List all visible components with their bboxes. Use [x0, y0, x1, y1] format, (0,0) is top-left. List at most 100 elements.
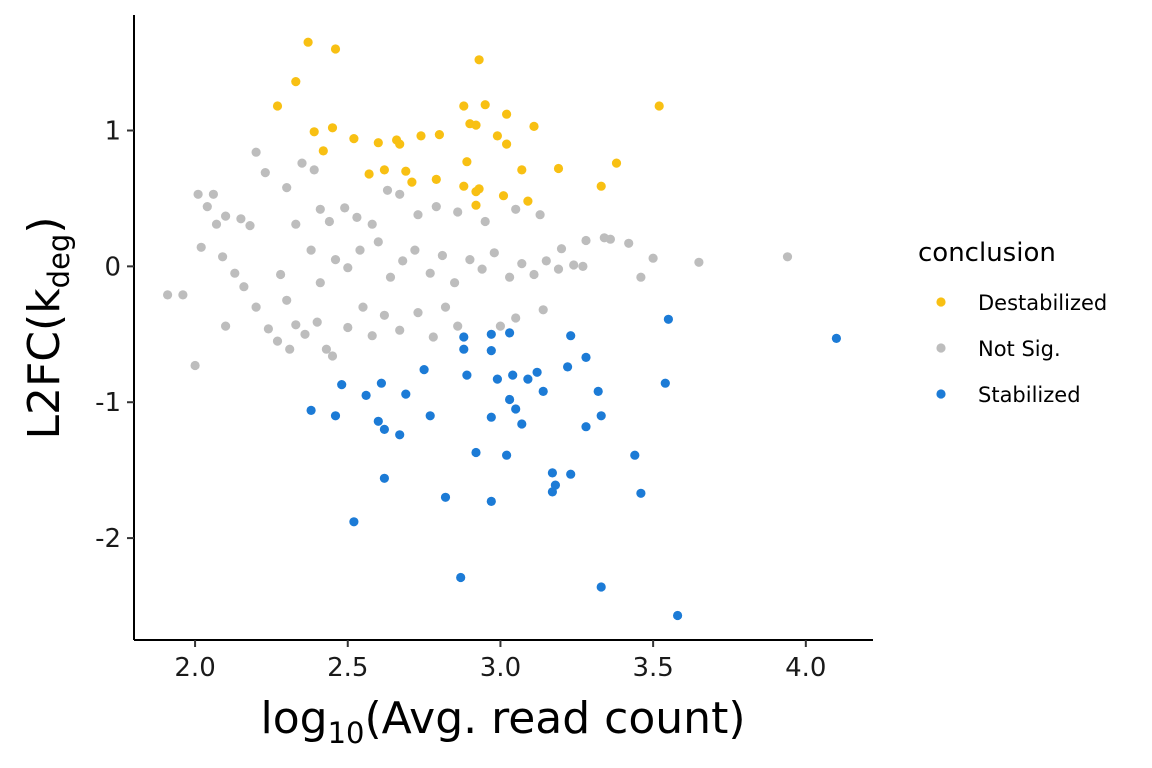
point-not-sig-19 — [263, 324, 273, 334]
point-destabilized-28 — [407, 177, 417, 187]
point-destabilized-35 — [498, 191, 509, 201]
x-tick-label-1: 2.5 — [327, 653, 368, 683]
point-destabilized-20 — [492, 131, 502, 141]
point-destabilized-31 — [553, 163, 564, 174]
point-not-sig-21 — [282, 183, 292, 193]
point-destabilized-9 — [309, 127, 319, 137]
point-not-sig-75 — [425, 268, 435, 278]
point-stabilized-40 — [379, 473, 389, 483]
point-not-sig-74 — [410, 245, 420, 255]
point-destabilized-10 — [327, 123, 338, 133]
point-not-sig-54 — [343, 322, 353, 333]
point-not-sig-58 — [395, 325, 405, 335]
point-destabilized-18 — [416, 131, 426, 141]
x-axis-title: log10(Avg. read count) — [261, 693, 746, 750]
legend-key-not-sig — [936, 343, 946, 353]
point-stabilized-34 — [596, 411, 606, 421]
point-not-sig-77 — [450, 278, 460, 288]
legend-key-destabilized — [936, 297, 946, 307]
point-stabilized-3 — [486, 329, 496, 339]
point-not-sig-40 — [624, 238, 634, 248]
point-stabilized-31 — [511, 404, 521, 414]
point-not-sig-59 — [413, 308, 423, 318]
point-not-sig-50 — [300, 329, 310, 339]
legend-label-stabilized: Stabilized — [978, 383, 1081, 407]
point-stabilized-17 — [523, 374, 533, 384]
point-stabilized-46 — [349, 517, 359, 527]
point-not-sig-34 — [511, 204, 521, 214]
point-not-sig-4 — [208, 189, 218, 199]
point-not-sig-3 — [193, 189, 203, 199]
y-tick-label-2: 0 — [104, 252, 121, 282]
point-not-sig-80 — [489, 248, 499, 258]
point-not-sig-61 — [440, 302, 451, 312]
point-not-sig-7 — [297, 158, 307, 168]
point-destabilized-12 — [471, 120, 481, 130]
point-not-sig-66 — [306, 245, 316, 255]
point-not-sig-51 — [312, 317, 322, 327]
point-stabilized-20 — [401, 389, 411, 399]
point-destabilized-22 — [318, 146, 328, 156]
point-stabilized-47 — [456, 572, 466, 583]
legend-key-stabilized — [936, 389, 946, 399]
point-not-sig-83 — [529, 269, 539, 280]
point-not-sig-52 — [321, 344, 331, 354]
point-stabilized-0 — [663, 314, 674, 324]
point-not-sig-14 — [245, 221, 255, 231]
point-destabilized-7 — [502, 109, 512, 119]
point-not-sig-53 — [327, 351, 338, 361]
point-not-sig-29 — [395, 189, 405, 199]
point-destabilized-17 — [395, 139, 405, 149]
point-stabilized-45 — [486, 496, 496, 506]
point-destabilized-1 — [330, 44, 341, 54]
point-stabilized-8 — [581, 352, 591, 362]
point-stabilized-30 — [486, 412, 496, 422]
point-destabilized-2 — [474, 55, 484, 65]
point-destabilized-6 — [480, 100, 490, 110]
point-destabilized-21 — [502, 139, 512, 149]
x-tick-label-2: 3.0 — [480, 653, 521, 683]
point-destabilized-4 — [272, 101, 283, 111]
point-not-sig-25 — [340, 203, 350, 213]
point-stabilized-13 — [376, 378, 386, 388]
point-not-sig-13 — [236, 214, 246, 224]
point-destabilized-36 — [596, 181, 606, 191]
point-not-sig-17 — [239, 282, 249, 292]
point-not-sig-62 — [453, 321, 463, 331]
point-destabilized-15 — [373, 138, 383, 148]
point-stabilized-12 — [337, 380, 347, 390]
point-not-sig-46 — [282, 295, 292, 305]
point-stabilized-5 — [566, 331, 576, 341]
point-destabilized-25 — [364, 169, 374, 179]
point-not-sig-2 — [190, 360, 200, 371]
legend-title: conclusion — [918, 238, 1056, 268]
point-stabilized-32 — [517, 419, 527, 429]
point-stabilized-6 — [459, 344, 469, 354]
point-not-sig-32 — [453, 207, 463, 217]
point-not-sig-11 — [196, 242, 206, 252]
point-stabilized-38 — [547, 468, 558, 478]
point-not-sig-41 — [648, 253, 658, 263]
point-destabilized-19 — [434, 130, 444, 140]
point-stabilized-43 — [636, 488, 646, 498]
point-destabilized-27 — [401, 166, 411, 176]
point-not-sig-60 — [428, 332, 438, 342]
point-not-sig-57 — [379, 310, 389, 320]
point-not-sig-48 — [272, 336, 283, 346]
legend-label-destabilized: Destabilized — [978, 291, 1107, 315]
point-destabilized-38 — [523, 196, 533, 206]
point-destabilized-13 — [529, 121, 539, 131]
point-destabilized-26 — [379, 165, 389, 175]
point-not-sig-64 — [511, 313, 521, 323]
point-not-sig-5 — [251, 147, 261, 157]
point-stabilized-15 — [492, 374, 502, 384]
point-not-sig-71 — [373, 237, 383, 247]
point-not-sig-20 — [221, 321, 231, 331]
point-not-sig-9 — [202, 202, 212, 212]
point-destabilized-23 — [462, 157, 472, 167]
point-destabilized-24 — [611, 158, 622, 168]
x-tick-label-4: 4.0 — [785, 653, 826, 683]
point-stabilized-18 — [532, 367, 542, 377]
point-not-sig-82 — [517, 259, 527, 269]
point-not-sig-81 — [505, 272, 515, 282]
